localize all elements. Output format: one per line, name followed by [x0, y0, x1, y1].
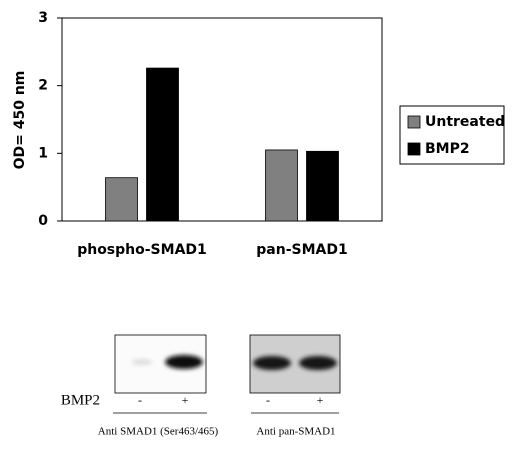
x-tick-label: pan-SMAD1 [256, 242, 347, 258]
western-blot: BMP2 - + - + Anti SMAD1 (Ser463/465) Ant… [61, 334, 341, 438]
antibody-label: Anti SMAD1 (Ser463/465) [98, 426, 219, 438]
plot-frame [61, 17, 383, 222]
y-tick-label: 2 [38, 78, 48, 94]
bar [306, 150, 339, 222]
legend-label: Untreated [425, 114, 505, 130]
bar [146, 67, 179, 222]
blot-band [299, 356, 337, 370]
lane-label: - [138, 393, 142, 407]
bar [265, 149, 298, 222]
blot-band [253, 356, 291, 370]
lane-label: - [266, 393, 270, 407]
y-axis-label: OD= 450 nm [12, 71, 28, 170]
y-tick-label: 3 [38, 10, 48, 26]
blot-band [132, 359, 152, 365]
y-tick-label: 1 [38, 145, 48, 161]
x-tick-label: phospho-SMAD1 [77, 242, 207, 258]
legend-swatch [407, 115, 421, 129]
lane-label: + [182, 393, 189, 407]
legend-swatch [407, 142, 421, 156]
bar [105, 177, 138, 222]
lane-label: + [317, 393, 324, 407]
blot-band [165, 355, 203, 369]
legend-label: BMP2 [425, 141, 470, 157]
y-tick-label: 0 [38, 213, 48, 229]
antibody-label: Anti pan-SMAD1 [256, 426, 335, 438]
treatment-label: BMP2 [61, 392, 100, 408]
